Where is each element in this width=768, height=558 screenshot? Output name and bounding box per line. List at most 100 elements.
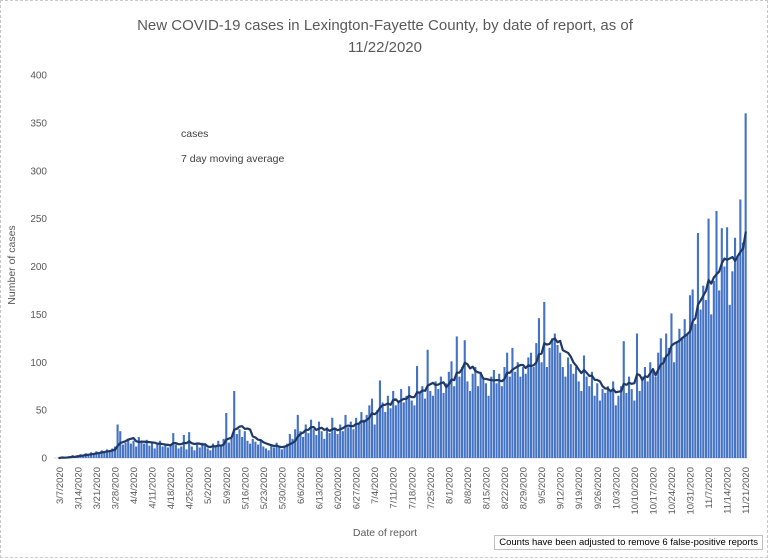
cases-bar: [638, 390, 641, 458]
cases-bar: [657, 352, 660, 458]
cases-bar: [469, 390, 472, 458]
cases-bar: [590, 371, 593, 458]
cases-bar: [196, 444, 199, 458]
moving-average-line: [58, 231, 747, 460]
cases-bar: [678, 328, 681, 458]
cases-bar: [429, 390, 432, 458]
cases-bar: [373, 424, 376, 458]
cases-bar: [718, 290, 721, 458]
cases-bar: [365, 414, 368, 458]
cases-bar: [105, 449, 109, 458]
cases-bar: [182, 435, 185, 458]
cases-bar: [148, 445, 151, 458]
x-tick-label: 3/21/2020: [92, 467, 103, 509]
cases-bar: [651, 371, 654, 458]
cases-bar: [673, 362, 676, 458]
cases-bar: [151, 442, 154, 458]
cases-bar: [278, 446, 281, 458]
cases-bar: [426, 349, 429, 458]
cases-bar: [121, 444, 124, 458]
cases-bar: [442, 392, 445, 458]
cases-bar: [190, 446, 193, 458]
cases-bar: [103, 451, 106, 458]
cases-bar: [728, 304, 731, 458]
cases-bar: [575, 367, 578, 458]
cases-bar: [741, 242, 745, 458]
x-tick-label: 3/14/2020: [73, 467, 84, 509]
cases-bar: [164, 443, 167, 458]
cases-bar: [508, 376, 511, 458]
cases-bar: [628, 376, 631, 458]
x-tick-label: 9/26/2020: [593, 467, 604, 509]
cases-bar: [564, 376, 567, 458]
cases-bar: [323, 438, 326, 458]
cases-bar: [172, 433, 175, 458]
cases-bar: [572, 373, 575, 458]
cases-bar: [222, 438, 225, 458]
cases-bar: [561, 367, 564, 458]
cases-bar: [543, 301, 546, 458]
y-tick-label: 350: [30, 118, 47, 129]
cases-bar: [225, 413, 228, 458]
cases-bar: [723, 266, 726, 458]
cases-bar: [405, 395, 408, 458]
cases-bar: [158, 440, 162, 458]
cases-bar: [116, 424, 119, 458]
cases-bar: [235, 434, 238, 458]
y-tick-label: 50: [36, 406, 48, 417]
cases-bar: [423, 398, 427, 458]
cases-bar: [317, 421, 321, 458]
cases-bar: [527, 357, 530, 458]
cases-bar: [744, 113, 747, 459]
cases-bar: [267, 450, 270, 458]
cases-bar: [397, 400, 400, 458]
cases-bar: [532, 367, 535, 458]
cases-bar: [386, 395, 389, 458]
cases-bar: [450, 361, 453, 458]
cases-bar: [612, 381, 615, 458]
cases-bar: [688, 295, 692, 458]
cases-bar: [694, 323, 697, 458]
chart-title-line2: 11/22/2020: [348, 38, 422, 56]
cases-bar-swatch-icon: [149, 130, 175, 139]
cases-bar: [233, 390, 236, 458]
y-tick-label: 250: [30, 214, 47, 225]
cases-bar: [249, 443, 252, 458]
y-tick-label: 100: [30, 358, 47, 369]
cases-bar: [349, 421, 352, 458]
cases-bar: [630, 389, 633, 458]
cases-bar: [381, 402, 384, 458]
cases-bar: [516, 362, 519, 458]
cases-bar: [129, 443, 132, 458]
cases-bar: [180, 446, 183, 458]
cases-bar: [434, 381, 437, 458]
x-tick-label: 4/25/2020: [185, 467, 196, 509]
cases-bar: [137, 436, 140, 458]
cases-bar: [378, 380, 381, 458]
y-tick-label: 0: [41, 454, 47, 465]
cases-bar: [257, 444, 260, 458]
cases-bar: [604, 392, 607, 458]
x-tick-label: 5/2/2020: [203, 467, 214, 504]
cases-bar: [484, 383, 487, 458]
x-tick-label: 8/8/2020: [463, 467, 474, 504]
cases-bar: [556, 345, 559, 458]
x-tick-label: 6/20/2020: [333, 467, 344, 509]
x-tick-label: 10/17/2020: [648, 467, 659, 515]
legend-label-moving-average: 7 day moving average: [181, 153, 285, 165]
cases-bar: [352, 429, 355, 458]
cases-bar: [143, 443, 146, 458]
cases-bar: [111, 448, 114, 458]
cases-bar: [140, 441, 143, 458]
cases-bar: [702, 285, 705, 458]
cases-bar: [596, 383, 599, 458]
cases-bar: [622, 341, 625, 458]
x-tick-label: 3/7/2020: [55, 467, 66, 504]
cases-bar: [421, 386, 424, 458]
cases-bar: [251, 438, 254, 458]
cases-bar: [217, 440, 220, 458]
cases-bar: [286, 443, 289, 458]
cases-bar: [498, 373, 501, 458]
cases-bar: [641, 376, 644, 458]
cases-bar: [551, 338, 554, 458]
